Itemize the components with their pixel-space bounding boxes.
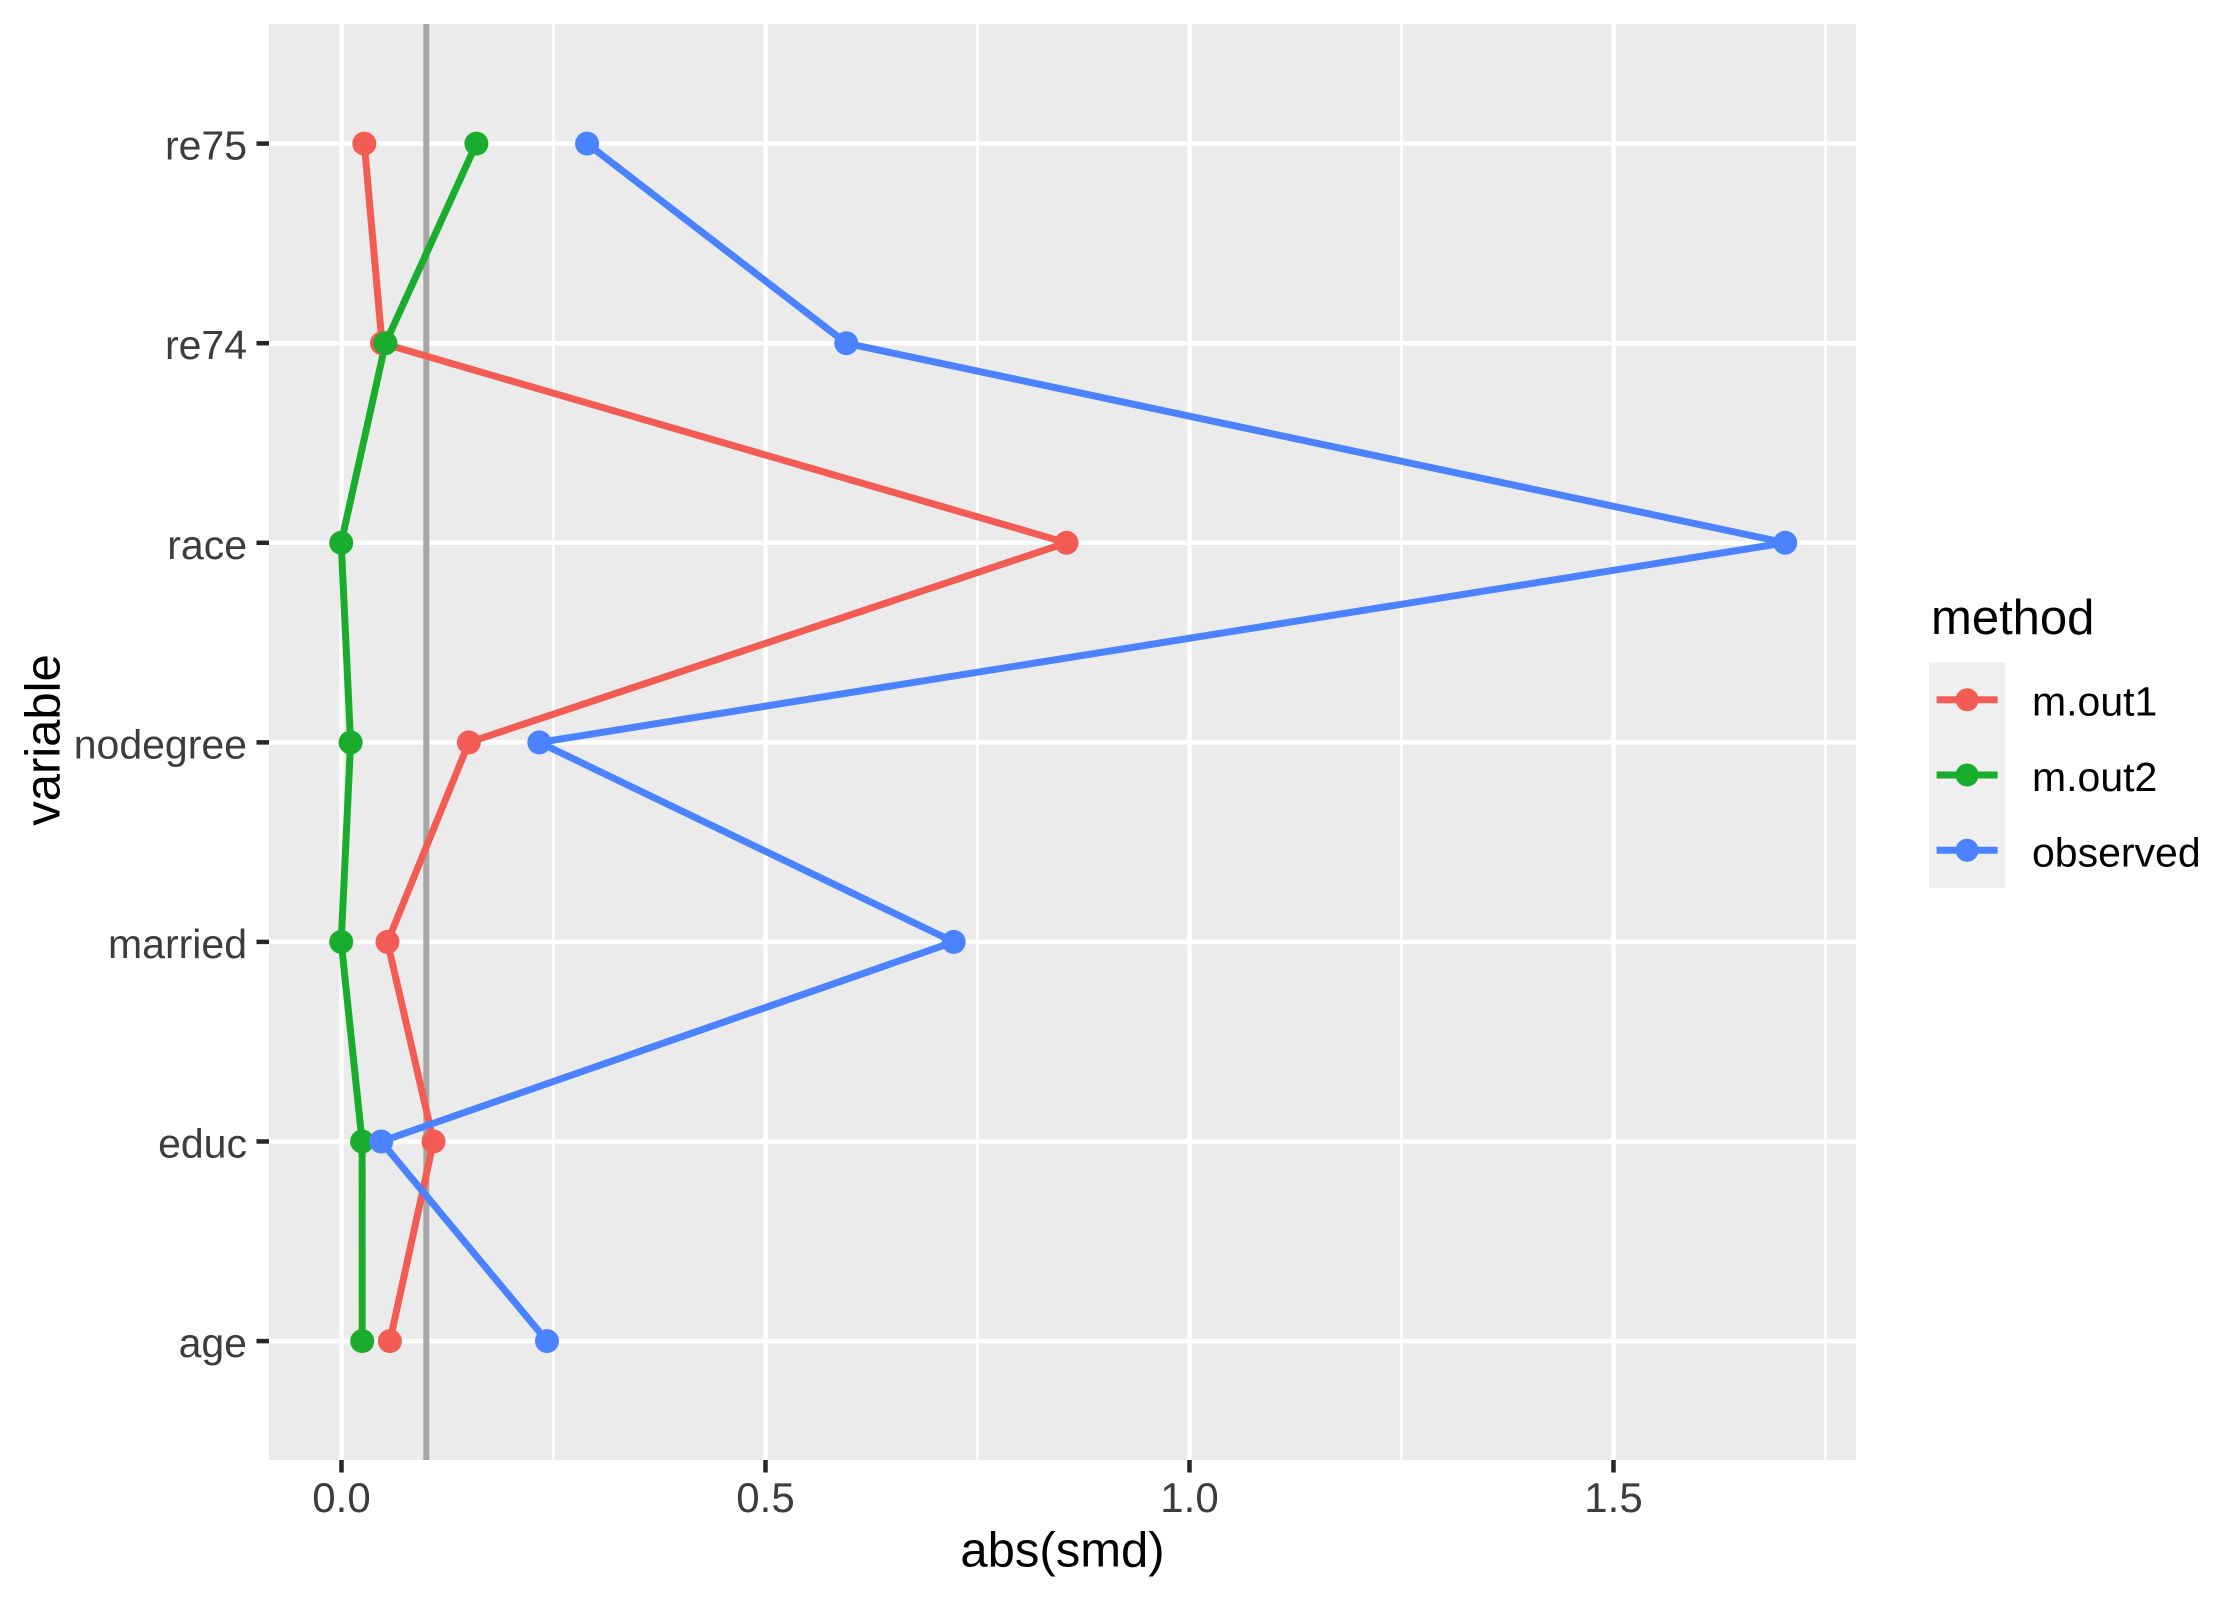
svg-text:method: method — [1931, 591, 2094, 645]
svg-text:re74: re74 — [165, 322, 247, 368]
svg-text:abs(smd): abs(smd) — [960, 1524, 1164, 1578]
svg-text:0.0: 0.0 — [312, 1474, 370, 1521]
svg-text:1.5: 1.5 — [1584, 1474, 1642, 1521]
svg-text:race: race — [167, 522, 247, 568]
svg-text:1.0: 1.0 — [1160, 1474, 1218, 1521]
svg-text:nodegree: nodegree — [74, 721, 247, 767]
svg-text:re75: re75 — [165, 123, 247, 169]
svg-text:age: age — [179, 1320, 247, 1366]
svg-text:m.out2: m.out2 — [2032, 754, 2157, 800]
svg-text:variable: variable — [17, 654, 71, 826]
svg-text:observed: observed — [2032, 829, 2201, 875]
svg-text:married: married — [108, 921, 247, 967]
svg-text:0.5: 0.5 — [736, 1474, 794, 1521]
svg-text:m.out1: m.out1 — [2032, 679, 2157, 725]
svg-text:educ: educ — [158, 1121, 247, 1167]
